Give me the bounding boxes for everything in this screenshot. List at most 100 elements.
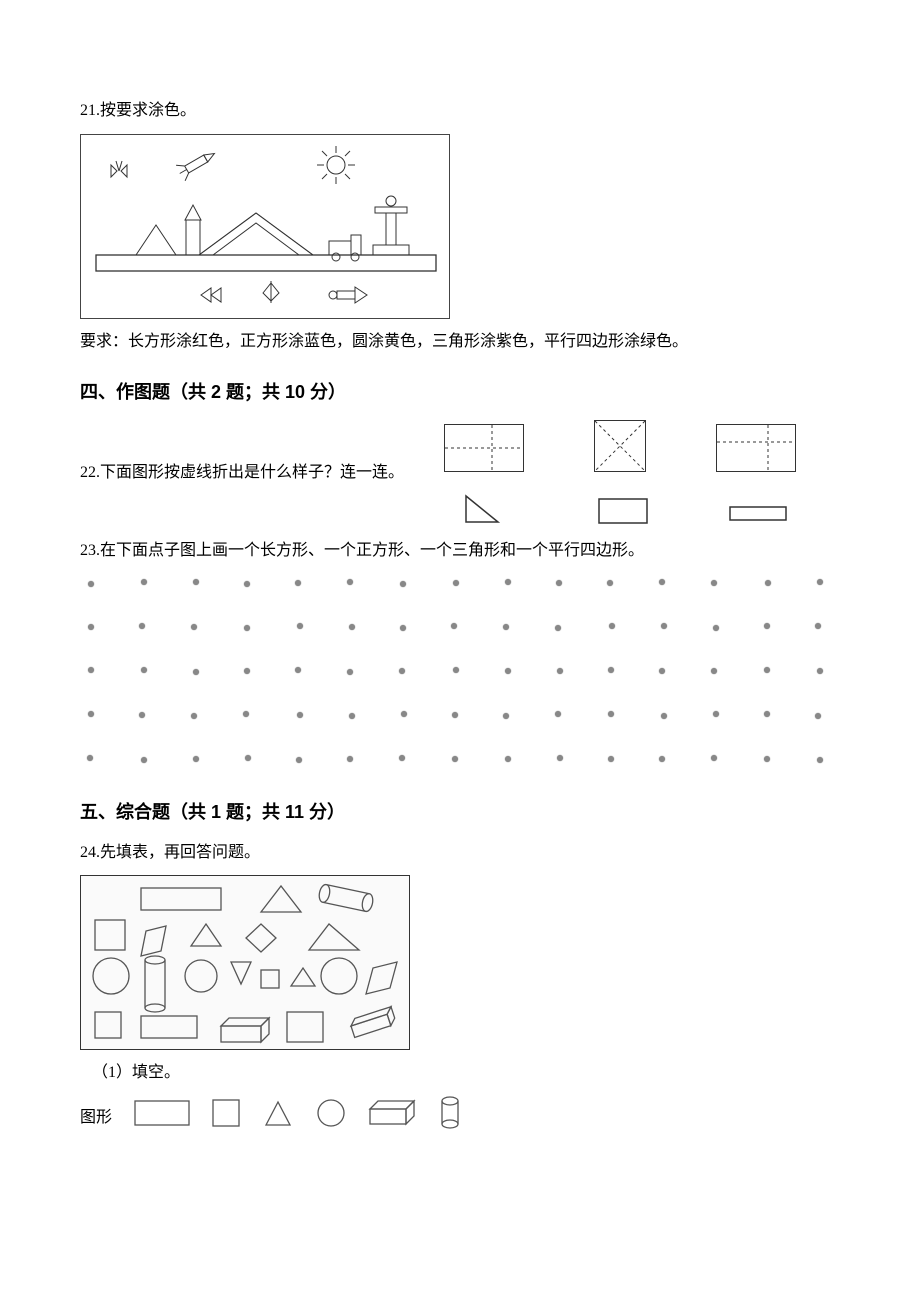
grid-dot <box>608 667 614 673</box>
grid-dot <box>349 713 355 719</box>
result-triangle <box>444 492 524 526</box>
q22-number: 22. <box>80 464 100 481</box>
grid-dot <box>659 756 665 762</box>
grid-dot <box>297 712 303 718</box>
q23-dot-grid <box>80 574 836 774</box>
grid-dot <box>505 756 511 762</box>
grid-dot <box>191 624 197 630</box>
grid-dot <box>817 579 823 585</box>
q24-sub1: （1）填空。 <box>80 1060 840 1086</box>
grid-dot <box>399 668 405 674</box>
grid-dot <box>451 623 457 629</box>
mini-cylinder-icon <box>440 1096 460 1135</box>
grid-dot <box>815 713 821 719</box>
q24-title: 先填表，再回答问题。 <box>100 844 260 861</box>
grid-dot <box>661 623 667 629</box>
grid-dot <box>659 668 665 674</box>
grid-dot <box>400 581 406 587</box>
section5-heading: 五、综合题（共 1 题；共 11 分） <box>80 798 840 824</box>
mini-cuboid-icon <box>368 1099 418 1132</box>
q24-line: 24.先填表，再回答问题。 <box>80 840 840 866</box>
grid-dot <box>609 623 615 629</box>
q21-number: 21. <box>80 102 100 119</box>
q22-bottom-row <box>444 492 796 526</box>
grid-dot <box>503 713 509 719</box>
q24-number: 24. <box>80 844 100 861</box>
grid-dot <box>141 579 147 585</box>
grid-dot <box>193 756 199 762</box>
grid-dot <box>607 580 613 586</box>
grid-dot <box>452 756 458 762</box>
grid-dot <box>349 624 355 630</box>
fold-rect-hv <box>444 424 524 472</box>
grid-dot <box>713 711 719 717</box>
grid-dot <box>399 755 405 761</box>
grid-dot <box>557 755 563 761</box>
section4-heading: 四、作图题（共 2 题；共 10 分） <box>80 378 840 404</box>
grid-dot <box>817 757 823 763</box>
grid-dot <box>608 711 614 717</box>
coloring-scene-svg <box>81 135 451 320</box>
grid-dot <box>295 667 301 673</box>
grid-dot <box>556 580 562 586</box>
grid-dot <box>193 579 199 585</box>
grid-dot <box>401 711 407 717</box>
worksheet-page: 21.按要求涂色。 <box>0 0 920 1302</box>
grid-dot <box>764 711 770 717</box>
grid-dot <box>296 757 302 763</box>
grid-dot <box>347 579 353 585</box>
grid-dot <box>139 712 145 718</box>
grid-dot <box>244 581 250 587</box>
mini-circle-icon <box>316 1098 346 1133</box>
grid-dot <box>815 623 821 629</box>
grid-dot <box>503 624 509 630</box>
q24-shape-row: 图形 <box>80 1096 840 1135</box>
result-rect <box>594 496 654 526</box>
grid-dot <box>88 624 94 630</box>
grid-dot <box>765 580 771 586</box>
grid-dot <box>297 623 303 629</box>
grid-dot <box>191 713 197 719</box>
fold-square-x <box>594 420 646 472</box>
mini-triangle-icon <box>262 1099 294 1132</box>
grid-dot <box>505 579 511 585</box>
q24-row-label: 图形 <box>80 1103 112 1127</box>
grid-dot <box>141 667 147 673</box>
grid-dot <box>764 756 770 762</box>
grid-dot <box>400 625 406 631</box>
grid-dot <box>505 668 511 674</box>
grid-dot <box>817 668 823 674</box>
grid-dot <box>139 623 145 629</box>
q22-top-row <box>444 420 796 472</box>
mini-square-icon <box>212 1099 240 1132</box>
grid-dot <box>453 580 459 586</box>
grid-dot <box>193 669 199 675</box>
grid-dot <box>713 625 719 631</box>
q21-line: 21.按要求涂色。 <box>80 98 840 124</box>
grid-dot <box>88 711 94 717</box>
grid-dot <box>295 580 301 586</box>
grid-dot <box>245 755 251 761</box>
grid-dot <box>764 623 770 629</box>
grid-dot <box>243 711 249 717</box>
grid-dot <box>347 669 353 675</box>
grid-dot <box>347 756 353 762</box>
grid-dot <box>87 755 93 761</box>
q21-scene-image <box>80 134 840 319</box>
grid-dot <box>452 712 458 718</box>
grid-dot <box>453 667 459 673</box>
grid-dot <box>711 668 717 674</box>
q22-block: 22.下面图形按虚线折出是什么样子？连一连。 <box>80 420 840 526</box>
grid-dot <box>711 755 717 761</box>
shapes-collection-svg <box>81 876 411 1051</box>
q23-line: 23.在下面点子图上画一个长方形、一个正方形、一个三角形和一个平行四边形。 <box>80 538 840 564</box>
q22-shapes <box>444 420 796 526</box>
mini-rectangle-icon <box>134 1100 190 1131</box>
grid-dot <box>88 667 94 673</box>
fold-rect-tv <box>716 424 796 472</box>
result-flat-rect <box>724 502 794 526</box>
grid-dot <box>557 668 563 674</box>
grid-dot <box>88 581 94 587</box>
grid-dot <box>244 668 250 674</box>
grid-dot <box>659 579 665 585</box>
